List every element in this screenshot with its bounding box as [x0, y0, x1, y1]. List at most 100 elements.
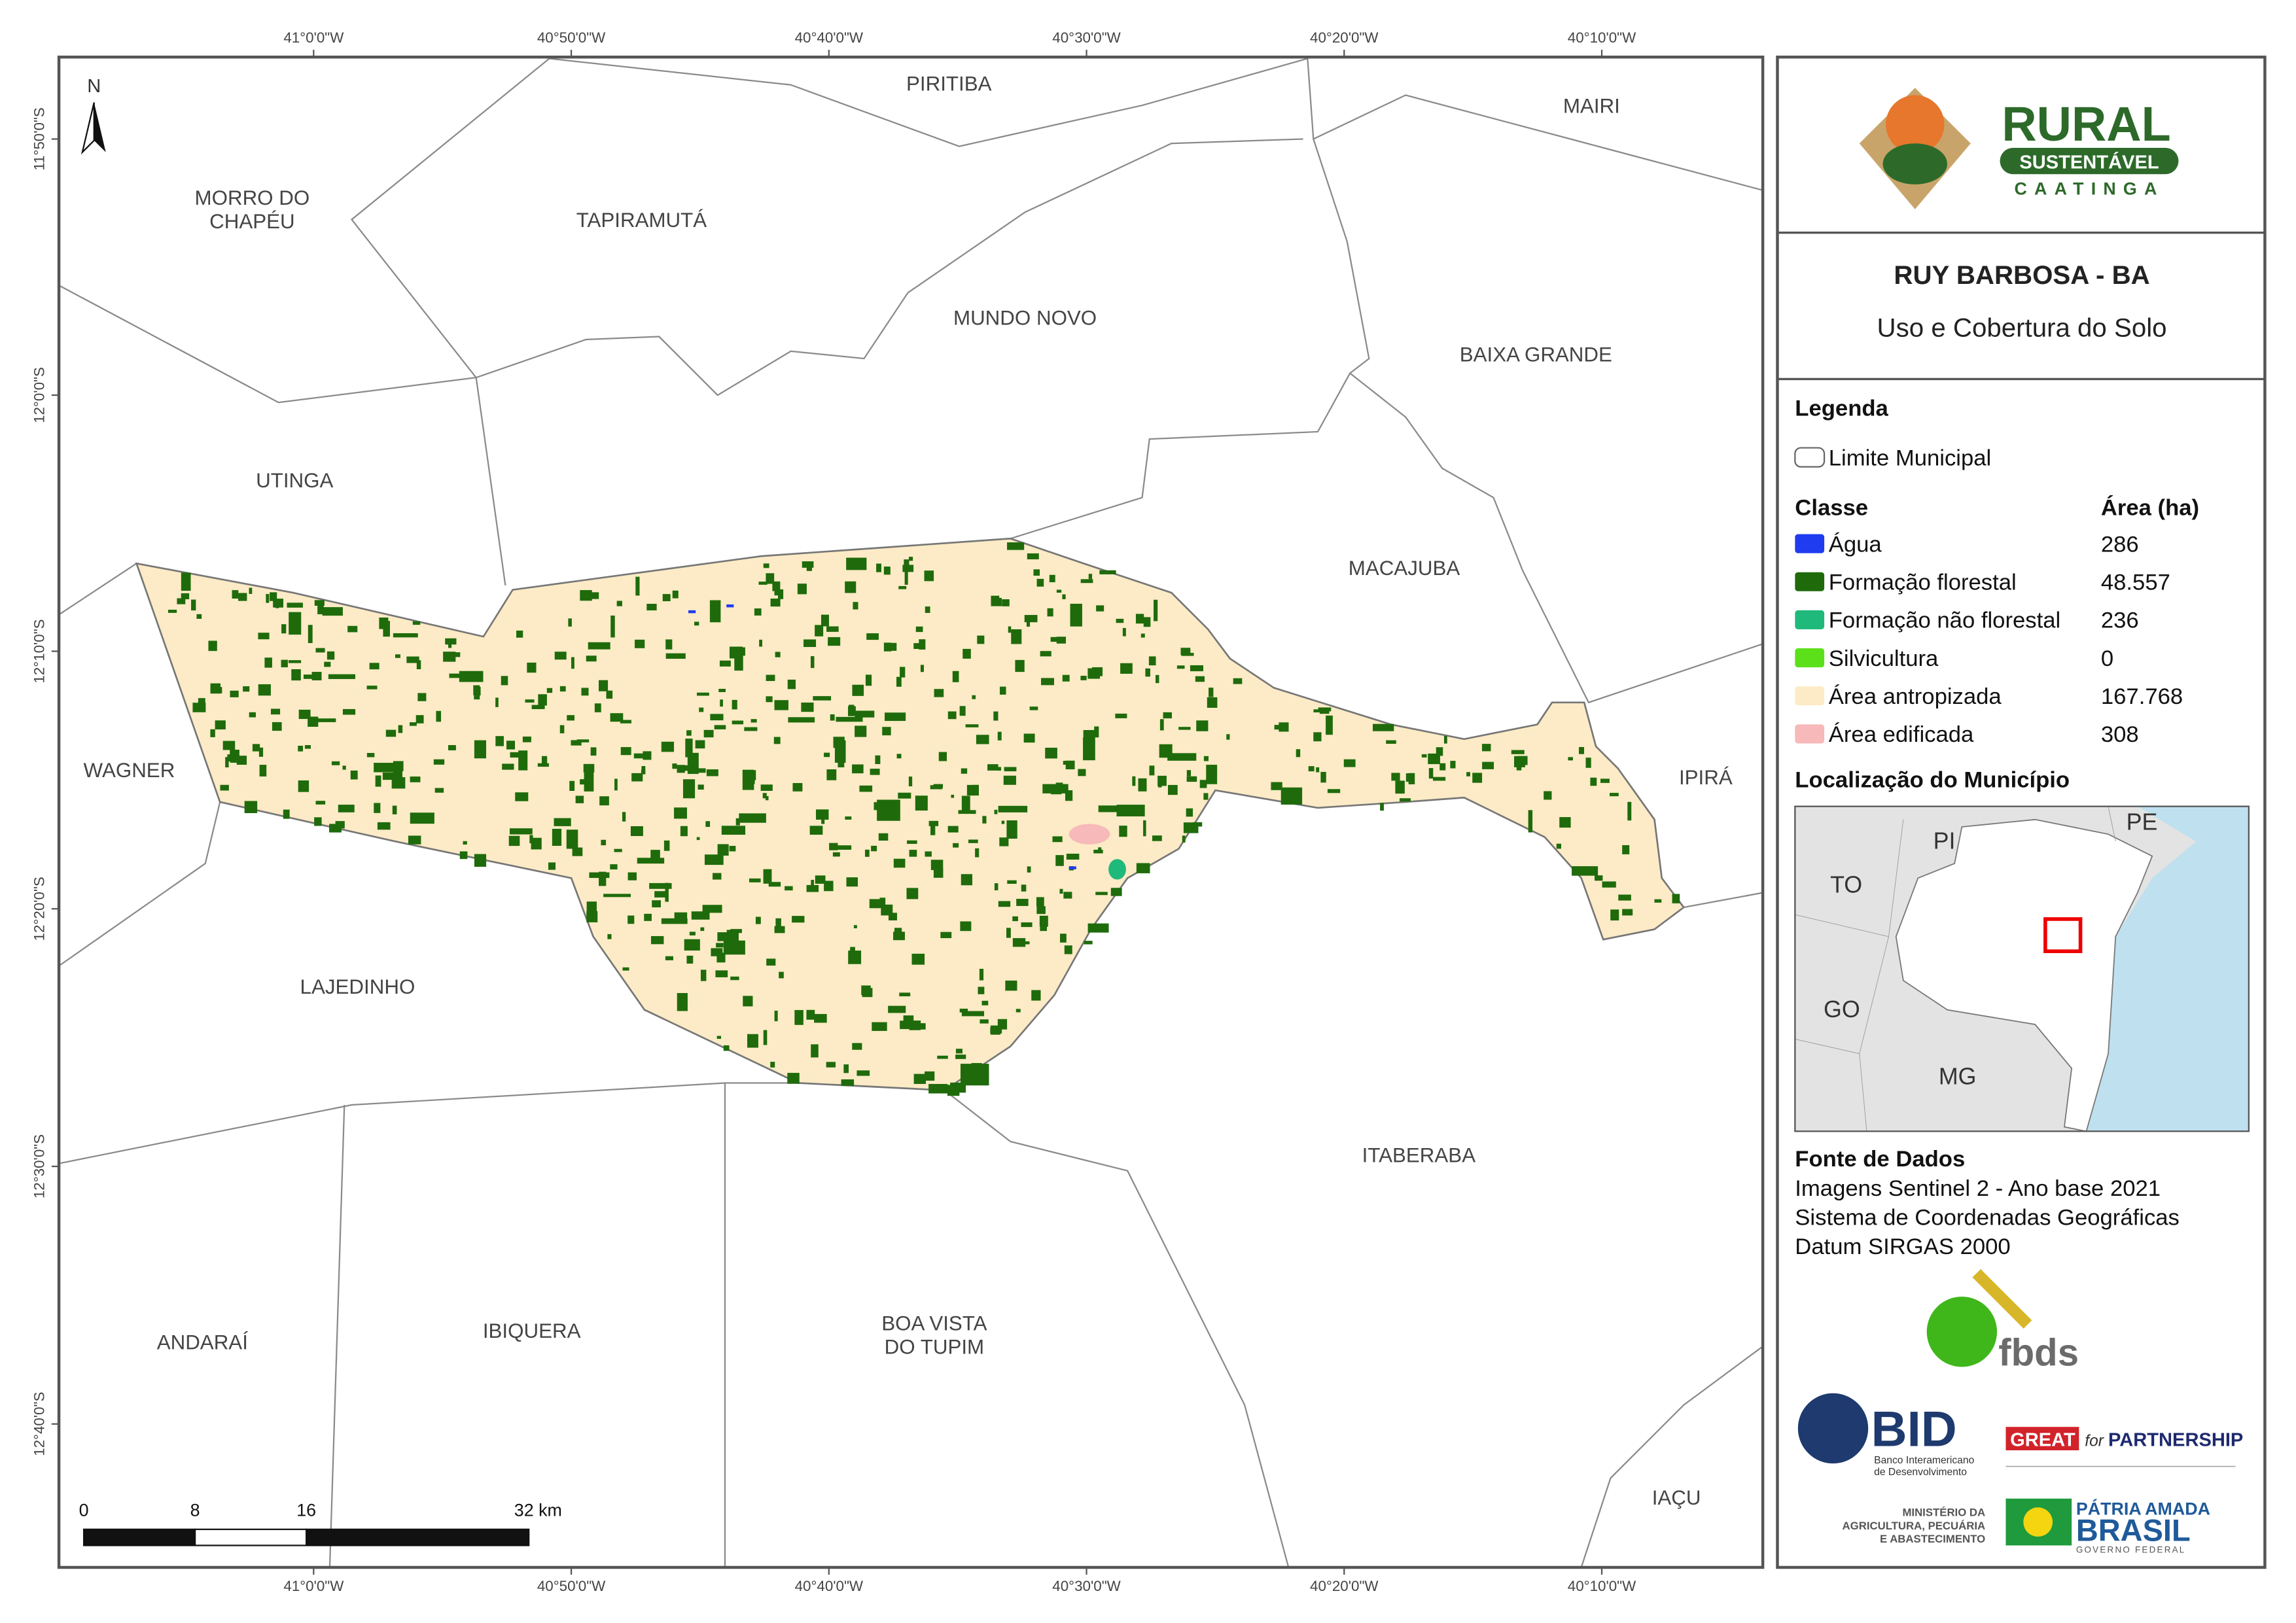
forest-patch [1326, 715, 1333, 735]
forest-patch [792, 916, 805, 923]
forest-patch [755, 916, 761, 924]
forest-patch [1143, 820, 1146, 837]
forest-patch [1568, 757, 1573, 761]
forest-patch [1006, 820, 1017, 839]
forest-patch [630, 826, 643, 837]
forest-patch [674, 807, 687, 819]
forest-patch [763, 563, 769, 568]
forest-patch [1056, 637, 1067, 644]
forest-patch [968, 839, 978, 843]
great-logo: GREAT for PARTNERSHIP [2005, 1427, 2243, 1467]
boundary [58, 563, 137, 616]
forest-patch [893, 932, 905, 941]
forest-patch [1055, 855, 1064, 866]
fbds-text: fbds [1998, 1331, 2079, 1374]
forest-patch [847, 706, 856, 716]
forest-patch [272, 722, 282, 731]
forest-patch [1066, 854, 1080, 860]
non-forest-patch [1108, 859, 1126, 880]
forest-patch [700, 927, 705, 932]
forest-patch [538, 694, 547, 706]
forest-patch [855, 725, 867, 737]
forest-patch [1313, 709, 1323, 712]
forest-patch [900, 1021, 921, 1030]
forest-patch [1145, 668, 1150, 677]
forest-patch [258, 633, 270, 640]
forest-patch [830, 714, 835, 721]
legend-class: Formação florestal [1829, 570, 2017, 595]
forest-patch [649, 882, 672, 889]
fbds-bar [1972, 1268, 2032, 1329]
forest-patch [852, 764, 864, 774]
forest-patch [710, 714, 724, 721]
left-coord: 12°20'0"S [31, 877, 48, 941]
forest-patch [686, 955, 694, 964]
forest-patch [1544, 791, 1552, 800]
forest-patch [1036, 578, 1044, 587]
municipality-label: MUNDO NOVO [953, 307, 1097, 330]
forest-patch [672, 590, 679, 599]
forest-patch [925, 1071, 935, 1081]
subtitle: Uso e Cobertura do Solo [1877, 313, 2167, 343]
forest-patch [315, 648, 325, 653]
forest-patch [288, 660, 302, 663]
forest-patch [705, 821, 711, 828]
forest-patch [661, 918, 688, 924]
forest-patch [510, 752, 521, 758]
forest-patch [331, 761, 340, 765]
forest-patch [1062, 674, 1070, 682]
forest-patch [888, 1005, 906, 1013]
forest-patch [977, 635, 985, 644]
forest-patch [610, 864, 618, 870]
forest-patch [1436, 747, 1443, 756]
forest-patch [838, 758, 845, 767]
forest-patch [622, 967, 629, 971]
forest-patch [654, 891, 667, 898]
forest-patch [1178, 727, 1191, 730]
forest-patch [208, 640, 217, 652]
forest-patch [773, 737, 781, 744]
forest-patch [980, 1019, 989, 1024]
forest-patch [883, 567, 891, 575]
inset-label: PI [1934, 828, 1956, 854]
forest-patch [874, 802, 887, 811]
forest-patch [852, 1043, 862, 1050]
scale-bar: 0 8 16 32 km [79, 1501, 562, 1546]
forest-patch [744, 727, 758, 731]
forest-patch [735, 818, 740, 826]
fbds-ball [1926, 1297, 1998, 1367]
forest-patch [732, 699, 737, 710]
forest-patch [1271, 782, 1282, 790]
forest-patch [643, 751, 652, 760]
municipality-label: UTINGA [256, 469, 333, 492]
scale-segment [306, 1528, 530, 1546]
forest-patch [1140, 633, 1145, 638]
forest-patch [1443, 735, 1447, 744]
built-area [1069, 824, 1110, 845]
forest-patch [1063, 892, 1072, 899]
forest-patch [1428, 753, 1440, 765]
forest-patch [1313, 732, 1322, 742]
forest-patch [281, 624, 287, 634]
forest-patch [1049, 574, 1055, 583]
top-coord: 40°40'0"W [795, 29, 864, 46]
top-coord: 40°30'0"W [1052, 29, 1121, 46]
forest-patch [928, 820, 939, 826]
forest-patch [806, 1009, 815, 1020]
forest-patch [1088, 574, 1093, 580]
boundary [58, 801, 221, 967]
forest-patch [672, 763, 677, 769]
forest-patch [846, 877, 858, 887]
forest-patch [739, 813, 766, 823]
forest-patch [965, 724, 979, 727]
sources: Imagens Sentinel 2 - Ano base 2021 Sistem… [1795, 1176, 2180, 1259]
forest-patch [635, 639, 645, 648]
forest-patch [168, 610, 177, 613]
forest-patch [680, 765, 691, 771]
legend-swatch [1795, 686, 1825, 706]
forest-patch [904, 569, 908, 585]
forest-patch [434, 788, 444, 793]
forest-patch [865, 674, 872, 686]
forest-patch [872, 769, 877, 775]
bahia [1895, 818, 2153, 1132]
